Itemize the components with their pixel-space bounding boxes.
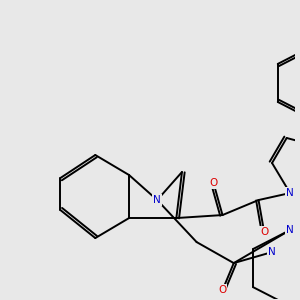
Text: N: N <box>286 188 294 198</box>
Text: N: N <box>153 195 161 205</box>
Text: N: N <box>268 247 276 257</box>
Text: O: O <box>260 227 268 237</box>
Text: O: O <box>209 178 217 188</box>
Text: N: N <box>286 225 294 235</box>
Text: O: O <box>218 285 226 295</box>
